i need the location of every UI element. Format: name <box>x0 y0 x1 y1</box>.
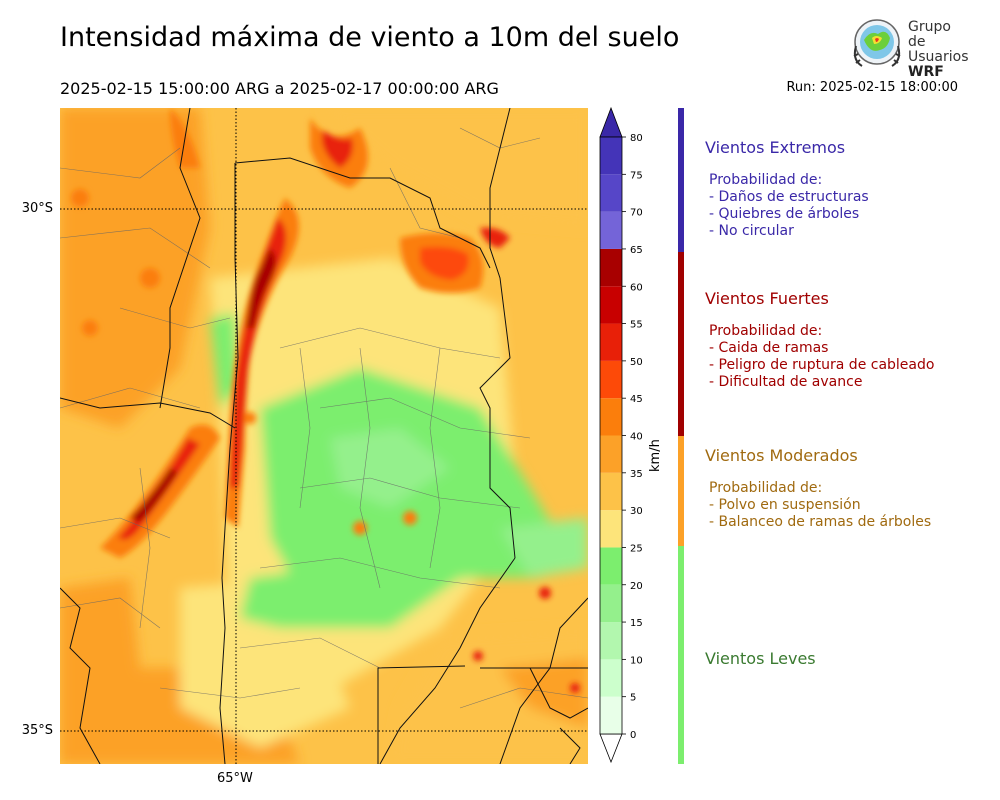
run-time: Run: 2025-02-15 18:00:00 <box>786 80 958 95</box>
colorbar-unit: km/h <box>648 439 666 496</box>
colorbar-tick-label: 5 <box>630 693 636 704</box>
logo-line-3: WRF <box>908 64 944 80</box>
colorbar-segment-10 <box>600 622 622 660</box>
colorbar-tick-label: 65 <box>630 245 643 256</box>
category-description-line: - Daños de estructuras <box>709 189 869 205</box>
category-description-line: - Caida de ramas <box>709 340 829 356</box>
category-description-line: - Polvo en suspensión <box>709 497 861 513</box>
colorbar-segment-75 <box>600 137 622 175</box>
colorbar-tick-label: 45 <box>630 394 643 405</box>
province-boundaries <box>60 108 588 764</box>
logo-line-1: Grupo de <box>908 19 951 50</box>
colorbar-tick-label: 10 <box>630 655 643 666</box>
colorbar-tick-label: 15 <box>630 618 643 629</box>
category-description-line: - Balanceo de ramas de árboles <box>709 514 932 530</box>
colorbar-tick-label: 30 <box>630 506 643 517</box>
category-description: Probabilidad de: - Caida de ramas - Peligr… <box>709 323 934 391</box>
category-description-line: - No circular <box>709 223 794 239</box>
colorbar-tick-label: 35 <box>630 469 643 480</box>
lon-label-65w: 65°W <box>217 771 253 786</box>
colorbar-segment-0 <box>600 696 622 734</box>
colorbar-tick-label: 60 <box>630 282 643 293</box>
logo-line-2: Usuarios <box>908 49 969 65</box>
category-title: Vientos Extremos <box>705 138 846 157</box>
colorbar-segment-25 <box>600 510 622 548</box>
colorbar-segment-30 <box>600 472 622 511</box>
colorbar-segment-45 <box>600 360 622 399</box>
category-title: Vientos Moderados <box>705 446 858 465</box>
colorbar-tick-label: 40 <box>630 432 643 443</box>
wind-field-maxima <box>71 108 580 693</box>
colorbar-segment-15 <box>600 584 622 623</box>
colorbar-unit-label: km/h <box>648 439 663 472</box>
category-description-line: - Dificultad de avance <box>709 374 863 390</box>
category-description: Probabilidad de: - Polvo en suspensión - B… <box>709 480 931 531</box>
category-description-line: - Quiebres de árboles <box>709 206 860 222</box>
colorbar-segment-20 <box>600 547 622 585</box>
lat-label-35s: 35°S <box>21 723 53 738</box>
colorbar-segment-5 <box>600 659 622 697</box>
category-description-line: Probabilidad de: <box>709 172 823 188</box>
wind-field-regions <box>60 108 588 764</box>
lat-label-30s: 30°S <box>21 201 53 216</box>
category-bar-1 <box>678 108 684 252</box>
category-description-line: Probabilidad de: <box>709 480 823 496</box>
graticule <box>60 108 588 764</box>
colorbar-tick-label: 70 <box>630 208 643 219</box>
valid-period: 2025-02-15 15:00:00 ARG a 2025-02-17 00:… <box>60 79 499 98</box>
department-boundaries <box>60 127 588 709</box>
category-bar-2 <box>678 252 684 436</box>
colorbar-extension-high <box>599 106 623 138</box>
colorbar-tick-label: 20 <box>630 581 643 592</box>
category-description-line: - Peligro de ruptura de cableado <box>709 357 935 373</box>
colorbar-tick-label: 25 <box>630 543 643 554</box>
colorbar-tick-label: 80 <box>630 133 643 144</box>
colorbar-segment-60 <box>600 248 622 287</box>
globe-icon <box>853 19 901 67</box>
category-title: Vientos Leves <box>705 649 816 668</box>
colorbar-tick-label: 50 <box>630 357 643 368</box>
wind-map <box>60 108 588 764</box>
category-title: Vientos Fuertes <box>705 289 829 308</box>
colorbar-segment-35 <box>600 435 622 473</box>
colorbar-tick-label: 75 <box>630 170 643 181</box>
colorbar-segment-40 <box>600 398 622 436</box>
category-bar-3 <box>678 436 684 546</box>
colorbar-segment-70 <box>600 174 622 212</box>
colorbar-extension-low <box>599 733 623 764</box>
category-description: Probabilidad de: - Daños de estructuras - … <box>709 172 869 240</box>
colorbar-segment-50 <box>600 323 622 361</box>
colorbar-tick-label: 55 <box>630 320 643 331</box>
colorbar-segment-65 <box>600 211 622 249</box>
wind-speed-colorbar: 0 5 10 15 20 25 30 35 40 45 50 55 60 65 70 75 80 <box>599 106 643 764</box>
colorbar-tick-label: 0 <box>630 730 636 741</box>
category-bar-4 <box>678 546 684 764</box>
category-description-line: Probabilidad de: <box>709 323 823 339</box>
gruwrf-logo: Grupo de Usuarios WRF <box>848 16 970 80</box>
map-title: Intensidad máxima de viento a 10m del su… <box>60 22 680 53</box>
colorbar-segment-55 <box>600 286 622 324</box>
